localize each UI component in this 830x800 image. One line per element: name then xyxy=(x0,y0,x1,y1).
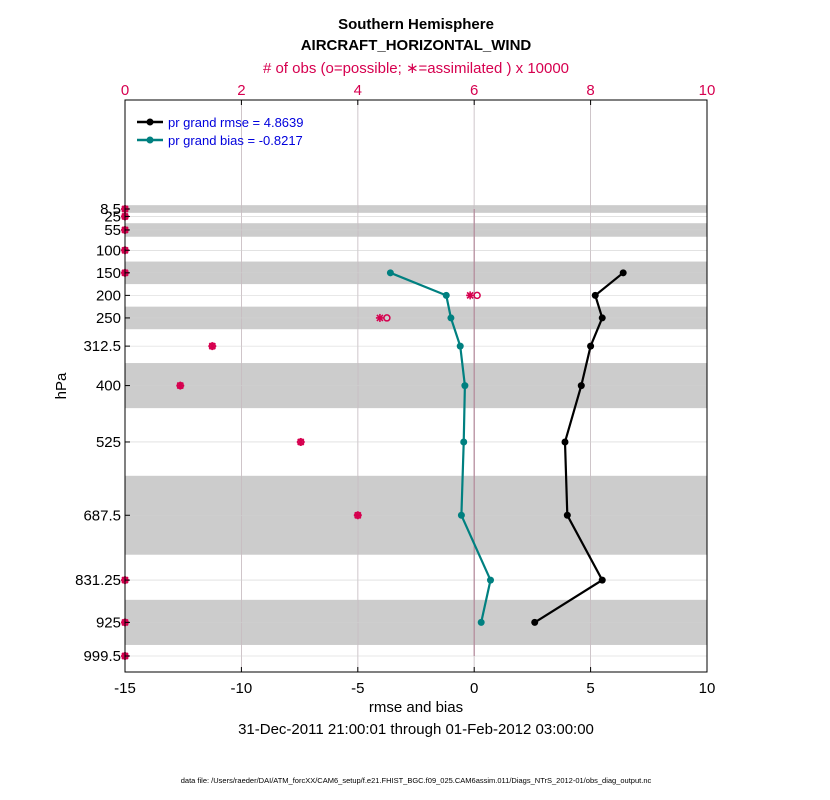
x-tick-label: 5 xyxy=(586,680,594,697)
obs-assimilated-stroke xyxy=(354,511,362,519)
footnote: data file: /Users/raeder/DAI/ATM_forcXX/… xyxy=(181,776,652,785)
obs-assimilated-stroke xyxy=(297,438,305,446)
y-tick-label: 925 xyxy=(96,614,121,631)
y-tick-label: 831.25 xyxy=(75,572,121,589)
data-point xyxy=(587,342,595,350)
data-point xyxy=(619,269,627,277)
bottom-axis-ticks: -15 -10 -5 0 5 10 xyxy=(114,667,715,697)
obs-assimilated-stroke xyxy=(176,382,184,390)
top-axis-label: # of obs (o=possible; ∗=assimilated ) x … xyxy=(263,60,569,77)
y-tick-label: 525 xyxy=(96,434,121,451)
top-axis-ticks: 0 2 4 6 8 10 xyxy=(121,82,716,105)
data-point xyxy=(577,382,585,390)
top-tick-label: 4 xyxy=(354,82,362,99)
data-point xyxy=(591,291,599,299)
y-tick-label: 999.5 xyxy=(83,648,121,665)
data-point xyxy=(386,269,394,277)
obs-assimilated-marker xyxy=(176,381,185,390)
obs-assimilated-marker xyxy=(375,313,384,322)
y-tick-label: 250 xyxy=(96,310,121,327)
top-tick-label: 8 xyxy=(586,82,594,99)
y-tick-label: 312.5 xyxy=(83,338,121,355)
data-point xyxy=(461,382,469,390)
data-point xyxy=(598,314,606,322)
data-point xyxy=(598,576,606,584)
chart-title: Southern Hemisphere xyxy=(338,16,494,33)
x-tick-label: 10 xyxy=(699,680,716,697)
series-lines xyxy=(386,269,627,626)
y-tick-label: 400 xyxy=(96,378,121,395)
chart-subtitle: AIRCRAFT_HORIZONTAL_WIND xyxy=(301,37,532,54)
data-point xyxy=(457,511,465,519)
obs-assimilated-marker xyxy=(466,291,475,300)
data-point xyxy=(456,342,464,350)
legend-label-rmse: pr grand rmse = 4.8639 xyxy=(168,115,304,130)
y-axis-label: hPa xyxy=(53,372,70,399)
top-tick-label: 6 xyxy=(470,82,478,99)
x-tick-label: -10 xyxy=(231,680,253,697)
x-tick-label: -15 xyxy=(114,680,136,697)
y-tick-label: 55 xyxy=(104,222,121,239)
top-tick-label: 0 xyxy=(121,82,129,99)
obs-assimilated-stroke xyxy=(208,342,216,350)
data-point xyxy=(477,618,485,626)
y-tick-label: 687.5 xyxy=(83,507,121,524)
x-axis-label: rmse and bias xyxy=(369,699,463,716)
y-tick-label: 150 xyxy=(96,265,121,282)
y-tick-label: 200 xyxy=(96,287,121,304)
legend: pr grand rmse = 4.8639 pr grand bias = -… xyxy=(137,115,304,148)
shaded-bands xyxy=(125,205,707,645)
top-tick-label: 10 xyxy=(699,82,716,99)
obs-assimilated-marker xyxy=(296,437,305,446)
data-point xyxy=(460,438,468,446)
obs-assimilated-marker xyxy=(353,511,362,520)
data-point xyxy=(442,291,450,299)
data-point xyxy=(531,618,539,626)
grid-lines xyxy=(124,100,708,672)
y-tick-label: 25 xyxy=(104,208,121,225)
obs-assimilated-marker xyxy=(208,342,217,351)
obs-assimilated-stroke xyxy=(376,314,384,322)
y-tick-label: 8.5 xyxy=(100,201,121,218)
legend-marker-bias xyxy=(146,136,154,144)
data-point xyxy=(563,511,571,519)
data-point xyxy=(561,438,569,446)
data-point xyxy=(447,314,455,322)
obs-assimilated-stroke xyxy=(466,291,474,299)
date-range: 31-Dec-2011 21:00:01 through 01-Feb-2012… xyxy=(238,721,594,738)
legend-label-bias: pr grand bias = -0.8217 xyxy=(168,133,303,148)
data-point xyxy=(486,576,494,584)
top-tick-label: 2 xyxy=(237,82,245,99)
x-tick-label: 0 xyxy=(470,680,478,697)
y-tick-label: 100 xyxy=(96,242,121,259)
legend-marker-rmse xyxy=(146,118,154,126)
x-tick-label: -5 xyxy=(351,680,364,697)
